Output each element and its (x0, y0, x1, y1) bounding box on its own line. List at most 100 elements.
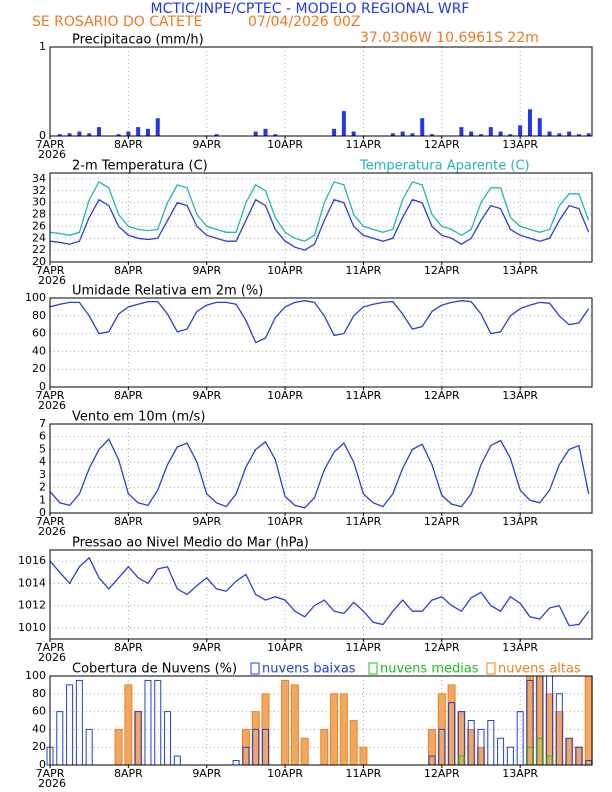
plot-frame (49, 423, 593, 514)
bar (85, 728, 93, 766)
y-tick-label: 60 (32, 327, 46, 340)
bar (124, 684, 133, 766)
y-tick-label: 1012 (18, 599, 46, 612)
bar (447, 684, 456, 766)
x-tick-label: 12APR (424, 515, 460, 528)
bar (214, 134, 219, 136)
x-tick-label: 9APR (192, 767, 221, 780)
legend-swatch (368, 662, 378, 675)
y-tick-label: 30 (32, 196, 46, 209)
bar (537, 118, 542, 136)
y-tick-label: 34 (32, 172, 46, 185)
x-tick-label: 7APR (36, 641, 65, 654)
bar (263, 128, 268, 136)
bar (574, 746, 583, 766)
bar (281, 679, 290, 766)
x-tick-label: 12APR (424, 389, 460, 402)
bar (75, 679, 83, 766)
bar (430, 134, 435, 136)
x-tick-label: 13APR (502, 264, 538, 277)
legend-swatch (250, 662, 260, 675)
bar (469, 131, 474, 136)
bar (359, 746, 368, 766)
x-tick-label: 12APR (424, 641, 460, 654)
data-line (49, 556, 590, 627)
x-tick-label: 12APR (424, 264, 460, 277)
x-tick-label: 8APR (114, 515, 143, 528)
bar (545, 693, 554, 766)
bar (428, 728, 437, 766)
y-tick-label: 26 (32, 219, 46, 232)
bar (567, 131, 572, 136)
bar (518, 125, 523, 136)
plot-frame (49, 46, 593, 137)
x-tick-label: 11APR (346, 138, 382, 151)
bar (87, 133, 92, 136)
bar (330, 693, 339, 766)
legend-label: nuvens baixas (262, 662, 356, 677)
bar (487, 720, 495, 766)
legend-label: 2-m Temperatura (C) (72, 159, 208, 174)
panel-title: Pressao ao Nivel Medio do Mar (hPa) (72, 536, 309, 551)
bar (498, 131, 503, 136)
panel-title: Vento em 10m (m/s) (72, 410, 205, 425)
bar (67, 133, 72, 136)
bar (459, 127, 464, 136)
x-year-label: 2026 (38, 525, 66, 538)
x-year-label: 2026 (38, 651, 66, 664)
plot-frame (49, 172, 593, 263)
y-tick-label: 28 (32, 208, 46, 221)
plot-frame (49, 675, 593, 766)
x-tick-label: 7APR (36, 138, 65, 151)
bar (116, 134, 121, 136)
bar (232, 760, 240, 766)
bar (164, 711, 172, 766)
bar (339, 693, 348, 766)
x-tick-label: 13APR (502, 389, 538, 402)
x-tick-label: 8APR (114, 138, 143, 151)
bar (351, 131, 356, 136)
y-tick-label: 1 (39, 40, 46, 53)
bar (467, 728, 476, 766)
bar (273, 134, 278, 136)
y-tick-label: 80 (32, 309, 46, 322)
x-year-label: 2026 (38, 777, 66, 790)
bar (66, 684, 74, 766)
bar (420, 118, 425, 136)
bar (77, 131, 82, 136)
x-tick-label: 8APR (114, 264, 143, 277)
bar (476, 746, 485, 766)
bar (134, 711, 143, 766)
bar (57, 134, 62, 136)
x-tick-label: 8APR (114, 389, 143, 402)
bar (488, 127, 493, 136)
y-tick-label: 0 (39, 380, 46, 393)
data-line (49, 438, 590, 509)
y-tick-label: 1 (39, 493, 46, 506)
x-tick-label: 9APR (192, 138, 221, 151)
bar (410, 133, 415, 136)
bar (126, 131, 131, 136)
bar (173, 755, 181, 766)
x-tick-label: 10APR (267, 138, 303, 151)
y-tick-label: 1010 (18, 621, 46, 634)
y-tick-label: 5 (39, 442, 46, 455)
y-tick-label: 100 (25, 669, 46, 682)
y-tick-label: 20 (32, 740, 46, 753)
y-tick-label: 24 (32, 231, 46, 244)
page-title: MCTIC/INPE/CPTEC - MODELO REGIONAL WRF (151, 1, 470, 17)
data-line (49, 198, 590, 251)
y-tick-label: 0 (39, 758, 46, 771)
data-line (49, 300, 590, 344)
x-tick-label: 10APR (267, 264, 303, 277)
x-tick-label: 13APR (502, 767, 538, 780)
bar (332, 128, 337, 136)
bar (300, 737, 309, 766)
run-datetime: 07/04/2026 00Z (248, 14, 361, 30)
x-tick-label: 7APR (36, 515, 65, 528)
bar (565, 737, 574, 766)
x-tick-label: 11APR (346, 264, 382, 277)
x-tick-label: 11APR (346, 515, 382, 528)
plot-frame (49, 297, 593, 388)
y-tick-label: 100 (25, 291, 46, 304)
